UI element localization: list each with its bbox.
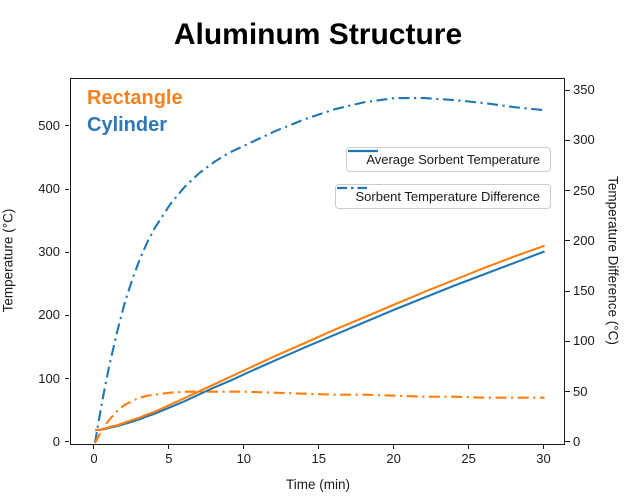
y-right-tick-mark-50 [565, 391, 570, 393]
y-right-tick-label-100: 100 [573, 333, 595, 349]
legend-label: Sorbent Temperature Difference [355, 189, 540, 204]
x-tick-mark-15 [318, 444, 320, 449]
x-tick-mark-25 [468, 444, 470, 449]
annotation-rectangle: Rectangle [87, 87, 183, 109]
y-right-tick-mark-350 [565, 89, 570, 91]
y-right-tick-label-300: 300 [573, 132, 595, 148]
x-tick-mark-30 [543, 444, 545, 449]
legend-average-sorbent-temperature[interactable]: Average Sorbent Temperature [346, 147, 551, 172]
y-right-tick-label-0: 0 [573, 433, 581, 449]
y-left-tick-label-100: 100 [38, 370, 60, 386]
y-left-tick-mark-200 [64, 314, 69, 316]
y-right-tick-mark-100 [565, 340, 570, 342]
y-left-tick-mark-0 [64, 441, 69, 443]
y-right-tick-mark-300 [565, 139, 570, 141]
y-left-tick-label-400: 400 [38, 181, 60, 197]
plot-area: Rectangle Cylinder Average Sorbent Tempe… [70, 78, 565, 445]
y-left-tick-label-200: 200 [38, 307, 60, 323]
chart-title: Aluminum Structure [173, 18, 463, 51]
y-right-tick-label-250: 250 [573, 182, 595, 198]
x-tick-label-30: 30 [536, 451, 551, 466]
x-tick-mark-20 [393, 444, 395, 449]
x-tick-label-15: 15 [311, 451, 326, 466]
x-tick-label-25: 25 [461, 451, 476, 466]
y-right-tick-label-50: 50 [573, 383, 588, 399]
annotation-cylinder: Cylinder [87, 114, 168, 136]
x-tick-label-20: 20 [386, 451, 401, 466]
series-cylinder-average-temperature [94, 250, 545, 432]
legend-label: Average Sorbent Temperature [366, 152, 540, 167]
left-y-axis-label: Temperature (°C) [0, 208, 16, 313]
series-cylinder-temperature-difference [93, 97, 545, 444]
y-right-tick-mark-150 [565, 290, 570, 292]
x-axis-label: Time (min) [286, 477, 350, 492]
y-left-tick-label-300: 300 [38, 244, 60, 260]
x-tick-mark-10 [243, 444, 245, 449]
y-left-tick-mark-100 [64, 378, 69, 380]
y-right-tick-label-200: 200 [573, 232, 595, 248]
x-tick-mark-0 [93, 444, 95, 449]
y-right-tick-mark-0 [565, 441, 570, 443]
y-left-tick-label-0: 0 [52, 433, 60, 449]
series-rectangle-average-temperature [94, 244, 545, 432]
right-y-axis-label: Temperature Difference (°C) [605, 176, 621, 345]
x-tick-label-0: 0 [90, 451, 98, 466]
y-left-tick-label-500: 500 [38, 117, 60, 133]
y-left-tick-mark-300 [64, 251, 69, 253]
y-right-tick-mark-200 [565, 240, 570, 242]
y-left-tick-mark-500 [64, 125, 69, 127]
x-tick-label-5: 5 [165, 451, 173, 466]
y-right-tick-label-350: 350 [573, 82, 595, 98]
chart-canvas [93, 97, 545, 444]
y-right-tick-mark-250 [565, 190, 570, 192]
legend-sorbent-temperature-difference[interactable]: Sorbent Temperature Difference [335, 184, 551, 209]
x-tick-label-10: 10 [236, 451, 252, 466]
series-rectangle-temperature-difference [94, 390, 545, 444]
y-right-tick-label-150: 150 [573, 283, 595, 299]
x-tick-mark-5 [168, 444, 170, 449]
y-left-tick-mark-400 [64, 188, 69, 190]
